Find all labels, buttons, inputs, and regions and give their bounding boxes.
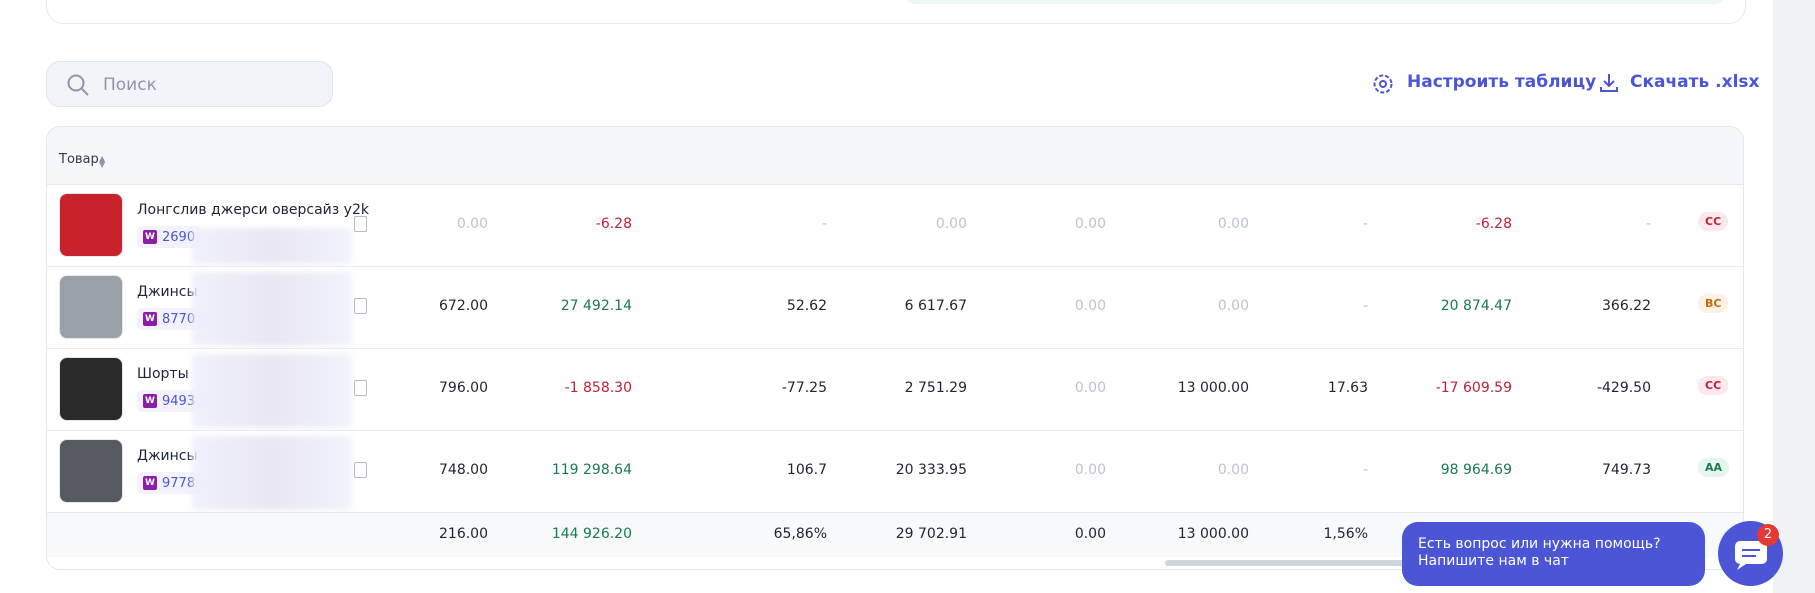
sku[interactable]: 8770 xyxy=(162,311,196,327)
cell-value: 27 492.14 xyxy=(560,298,632,314)
total-value: 216.00 xyxy=(439,526,488,542)
total-value: 65,86% xyxy=(773,526,827,542)
total-value: 0.00 xyxy=(1074,526,1106,542)
cell-value: 748.00 xyxy=(439,462,488,478)
product-name[interactable]: Джинсы xyxy=(137,448,198,464)
cell-value: 0.00 xyxy=(1074,380,1106,396)
search-icon xyxy=(67,74,89,96)
product-image xyxy=(59,357,123,421)
blurred-region xyxy=(192,354,352,428)
abc-badge: CC xyxy=(1698,212,1729,231)
sku[interactable]: 2690 xyxy=(162,229,196,245)
product-name[interactable]: Джинсы xyxy=(137,284,198,300)
cell-value: -77.25 xyxy=(781,380,827,396)
report-icon xyxy=(354,216,367,232)
cell-value: 0.00 xyxy=(935,216,967,232)
marketplace-icon: W xyxy=(143,312,157,326)
cell-value: - xyxy=(1362,298,1368,314)
blurred-region xyxy=(192,436,352,510)
report-icon xyxy=(354,298,367,314)
total-value: 1,56% xyxy=(1323,526,1368,542)
cell-value: 796.00 xyxy=(439,380,488,396)
total-value: 144 926.20 xyxy=(551,526,632,542)
cell-value: 20 333.95 xyxy=(895,462,967,478)
chat-icon xyxy=(1735,541,1767,570)
sku-chip: W 9493 xyxy=(137,390,202,412)
scrollbar-track xyxy=(50,560,1740,566)
blurred-region xyxy=(192,228,352,264)
cell-value: -6.28 xyxy=(595,216,632,232)
configure-table[interactable]: Настроить таблицу xyxy=(1407,72,1597,92)
scrollbar-thumb[interactable] xyxy=(1165,560,1465,566)
top-strip xyxy=(905,0,1725,4)
cell-value: 17.63 xyxy=(1327,380,1368,396)
cell-value: 119 298.64 xyxy=(551,462,632,478)
cell-value: 6 617.67 xyxy=(904,298,967,314)
cell-value: - xyxy=(821,216,827,232)
cell-value: 749.73 xyxy=(1602,462,1651,478)
cell-value: 13 000.00 xyxy=(1177,380,1249,396)
product-name[interactable]: Лонгслив джерси оверсайз y2k xyxy=(137,202,369,218)
cell-value: 2 751.29 xyxy=(904,380,967,396)
cell-value: 106.7 xyxy=(786,462,827,478)
marketplace-icon: W xyxy=(143,230,157,244)
cell-value: -6.28 xyxy=(1475,216,1512,232)
column-header[interactable]: Товар xyxy=(59,152,99,167)
marketplace-icon: W xyxy=(143,394,157,408)
product-image xyxy=(59,193,123,257)
row-separator xyxy=(47,266,1743,267)
cell-value: 0.00 xyxy=(1217,216,1249,232)
sort-icon[interactable]: ▲▼ xyxy=(99,154,106,169)
download-icon xyxy=(1600,74,1618,92)
report-icon xyxy=(354,380,367,396)
cell-value: 0.00 xyxy=(1074,298,1106,314)
sku[interactable]: 9778 xyxy=(162,475,196,491)
chat-prompt[interactable]: Есть вопрос или нужна помощь? Напишите н… xyxy=(1402,522,1705,586)
download-xlsx[interactable]: Скачать .xlsx xyxy=(1630,72,1760,92)
cell-value: 0.00 xyxy=(456,216,488,232)
chat-badge: 2 xyxy=(1757,524,1779,546)
cell-value: -17 609.59 xyxy=(1435,380,1512,396)
settings-icon xyxy=(1373,74,1393,94)
fixed-header xyxy=(47,127,1743,185)
cell-value: 0.00 xyxy=(1217,298,1249,314)
cell-value: - xyxy=(1362,462,1368,478)
cell-value: 672.00 xyxy=(439,298,488,314)
cell-value: 0.00 xyxy=(1074,462,1106,478)
row-separator xyxy=(47,348,1743,349)
sku[interactable]: 9493 xyxy=(162,393,196,409)
cell-value: -1 858.30 xyxy=(564,380,632,396)
sku-chip: W 2690 xyxy=(137,226,202,248)
cell-value: -429.50 xyxy=(1596,380,1651,396)
cell-value: - xyxy=(1362,216,1368,232)
cell-value: 52.62 xyxy=(786,298,827,314)
report-icon xyxy=(354,462,367,478)
sku-chip: W 9778 xyxy=(137,472,202,494)
blurred-region xyxy=(192,272,352,346)
total-value: 29 702.91 xyxy=(895,526,967,542)
abc-badge: CC xyxy=(1698,376,1729,395)
cell-value: 20 874.47 xyxy=(1440,298,1512,314)
cell-value: 0.00 xyxy=(1217,462,1249,478)
data-table: ость, ₽▲▼Валовая прибыль, ₽▲▼Рентабельно… xyxy=(46,126,1744,570)
cell-value: - xyxy=(1645,216,1651,232)
search-placeholder: Поиск xyxy=(103,75,157,95)
total-value: 13 000.00 xyxy=(1177,526,1249,542)
sku-chip: W 8770 xyxy=(137,308,202,330)
product-name[interactable]: Шорты xyxy=(137,366,189,382)
product-image xyxy=(59,439,123,503)
search-box[interactable]: Поиск xyxy=(46,61,333,107)
cell-value: 98 964.69 xyxy=(1440,462,1512,478)
product-image xyxy=(59,275,123,339)
cell-value: 0.00 xyxy=(1074,216,1106,232)
abc-badge: AA xyxy=(1698,458,1730,477)
cell-value: 366.22 xyxy=(1602,298,1651,314)
marketplace-icon: W xyxy=(143,476,157,490)
abc-badge: BC xyxy=(1698,294,1729,313)
row-separator xyxy=(47,430,1743,431)
